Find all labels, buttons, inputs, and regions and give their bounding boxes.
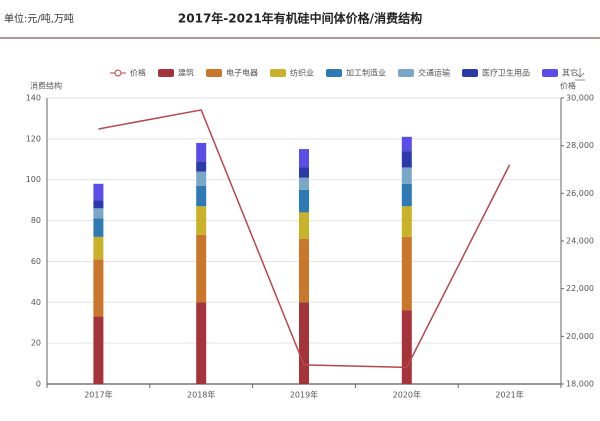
legend-marker bbox=[114, 69, 122, 77]
legend-label: 医疗卫生用品 bbox=[482, 68, 530, 78]
legend-swatch bbox=[398, 69, 414, 77]
legend-label: 电子电器 bbox=[226, 68, 258, 78]
y-tick-label: 60 bbox=[31, 257, 41, 266]
bar-segment bbox=[401, 151, 412, 168]
legend-label: 其它 bbox=[562, 68, 578, 78]
bar-segment bbox=[93, 200, 104, 209]
bar-segment bbox=[401, 183, 412, 207]
chart-title: 2017年-2021年有机硅中间体价格/消费结构 bbox=[178, 11, 422, 26]
legend-swatch bbox=[542, 69, 558, 77]
x-tick-label: 2017年 bbox=[84, 390, 112, 400]
legend-label: 价格 bbox=[130, 68, 146, 78]
bar-segment bbox=[401, 206, 412, 237]
y-tick-label: 0 bbox=[36, 380, 41, 389]
legend-swatch bbox=[326, 69, 342, 77]
bar-segment bbox=[196, 206, 207, 235]
x-tick-label: 2019年 bbox=[290, 390, 318, 400]
y2-tick-label: 24,000 bbox=[566, 237, 594, 246]
y-tick-label: 140 bbox=[26, 94, 41, 103]
y-tick-label: 40 bbox=[31, 298, 41, 307]
legend-swatch bbox=[158, 69, 174, 77]
bar-segment bbox=[93, 316, 104, 384]
unit-label: 单位:元/吨,万吨 bbox=[4, 12, 74, 25]
bar-segment bbox=[401, 167, 412, 184]
legend-label: 建筑 bbox=[178, 68, 194, 78]
y2-tick-label: 28,000 bbox=[566, 141, 594, 150]
legend-swatch bbox=[270, 69, 286, 77]
bar-segment bbox=[196, 185, 207, 207]
bar-segment bbox=[93, 259, 104, 317]
legend-swatch bbox=[462, 69, 478, 77]
x-tick-label: 2021年 bbox=[495, 390, 523, 400]
bar-segment bbox=[196, 142, 207, 162]
price-line bbox=[98, 109, 511, 369]
y2-tick-label: 30,000 bbox=[566, 94, 594, 103]
bar-segment bbox=[196, 171, 207, 186]
x-tick-label: 2020年 bbox=[393, 390, 421, 400]
bar-segment bbox=[196, 234, 207, 303]
legend-label: 加工制造业 bbox=[346, 68, 386, 78]
legend-swatch bbox=[206, 69, 222, 77]
bar-segment bbox=[299, 212, 309, 239]
bar-segment bbox=[196, 161, 207, 172]
bar-segment bbox=[93, 208, 104, 219]
x-tick-label: 2018年 bbox=[187, 390, 215, 400]
legend-label: 纺织业 bbox=[290, 68, 314, 78]
y-tick-label: 20 bbox=[31, 339, 41, 348]
bar-segment bbox=[401, 236, 412, 311]
bar-segment bbox=[401, 136, 412, 152]
bar-segment bbox=[299, 177, 309, 190]
bar-segment bbox=[299, 238, 309, 303]
y2-axis-title: 价格 bbox=[560, 81, 576, 91]
bar-segment bbox=[93, 183, 104, 201]
y2-tick-label: 26,000 bbox=[566, 189, 594, 198]
bar-segment bbox=[299, 302, 309, 384]
y-tick-label: 80 bbox=[31, 216, 41, 225]
bar-segment bbox=[93, 218, 104, 237]
y-tick-label: 120 bbox=[26, 134, 41, 143]
bar-segment bbox=[299, 167, 309, 178]
y2-tick-label: 22,000 bbox=[566, 284, 594, 293]
bar-segment bbox=[299, 149, 309, 168]
y2-tick-label: 20,000 bbox=[566, 332, 594, 341]
bar-segment bbox=[401, 310, 412, 384]
legend-label: 交通运输 bbox=[418, 68, 450, 78]
bar-segment bbox=[93, 236, 104, 260]
download-icon[interactable] bbox=[575, 68, 585, 81]
y-tick-label: 100 bbox=[26, 175, 41, 184]
y-axis-title: 消费结构 bbox=[30, 81, 62, 91]
bar-segment bbox=[196, 302, 207, 384]
y2-tick-label: 18,000 bbox=[566, 380, 594, 389]
bar-segment bbox=[299, 189, 309, 213]
